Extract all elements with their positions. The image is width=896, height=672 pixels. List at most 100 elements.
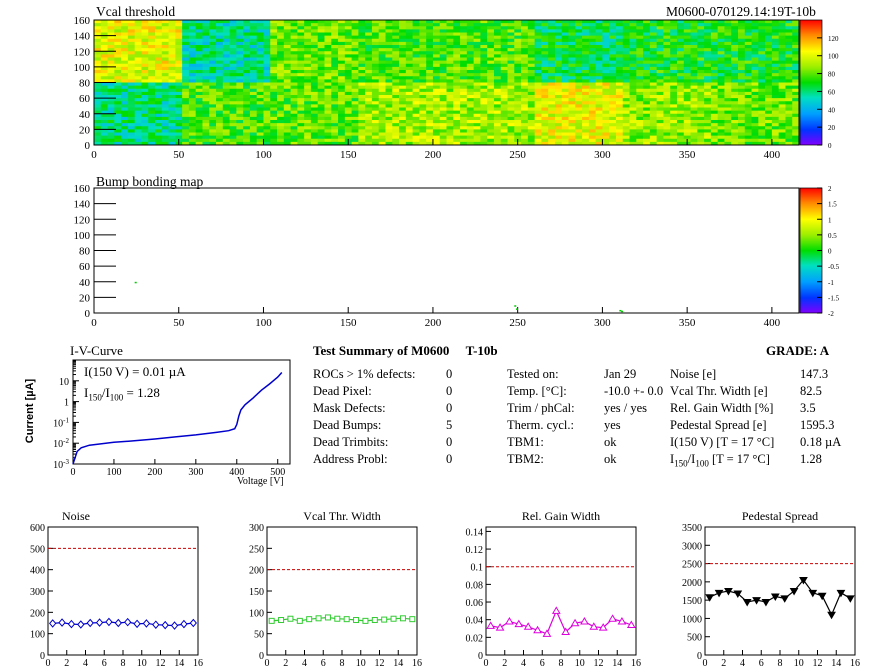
vcal-threshold-cell xyxy=(209,110,217,115)
vcal-threshold-cell xyxy=(602,35,610,40)
vcal-threshold-cell xyxy=(710,23,719,27)
vcal-threshold-cell xyxy=(121,85,129,90)
vcal-threshold-cell xyxy=(188,48,197,52)
vcal-threshold-cell xyxy=(222,20,230,24)
vcal-threshold-cell xyxy=(439,60,447,65)
vcal-threshold-cell xyxy=(263,38,271,43)
vcal-threshold-cell xyxy=(236,132,244,137)
vcal-threshold-cell xyxy=(487,91,495,96)
vcal-threshold-cell xyxy=(737,120,746,124)
summary-condition-label: Tested on: xyxy=(507,367,559,381)
vcal-threshold-cell xyxy=(663,29,671,33)
vcal-threshold-cell xyxy=(222,82,230,87)
vcal-threshold-cell xyxy=(405,138,414,143)
vcal-threshold-x-tick-label: 200 xyxy=(425,149,442,161)
vcal-threshold-cell xyxy=(751,60,759,65)
vcal-threshold-cell xyxy=(588,48,597,52)
vcal-threshold-cell xyxy=(629,76,637,80)
vcal-threshold-cell xyxy=(595,51,603,55)
vcal-threshold-cell xyxy=(277,91,285,96)
vcal-threshold-cell xyxy=(737,70,746,74)
summary-condition-label: Temp. [°C]: xyxy=(507,384,567,398)
vcal-threshold-cell xyxy=(466,135,475,140)
vcal-threshold-cell xyxy=(141,132,149,137)
vcal-threshold-cell xyxy=(256,26,264,30)
vcal-threshold-cell xyxy=(256,76,264,80)
vcal-threshold-cell xyxy=(365,35,373,40)
vcal-threshold-cell xyxy=(778,82,786,87)
vcal-threshold-cell xyxy=(446,63,454,68)
vcal-threshold-cell xyxy=(548,76,556,80)
vcal-threshold-cell xyxy=(317,82,325,87)
vcal-threshold-cell xyxy=(792,116,800,121)
vcal-threshold-cell xyxy=(304,45,312,49)
vcal-threshold-cell xyxy=(758,79,766,83)
vcal-threshold-cell xyxy=(500,63,508,68)
vcal-threshold-cell xyxy=(588,113,597,118)
vcal-threshold-cell xyxy=(378,129,386,133)
vcal-threshold-cell xyxy=(460,70,468,74)
vcal-threshold-cell xyxy=(785,116,793,121)
vcal-threshold-cell xyxy=(588,73,597,77)
vcal-threshold-cell xyxy=(371,129,380,133)
vcal-threshold-cell xyxy=(710,126,719,130)
noise-frame xyxy=(47,526,199,656)
vcal-threshold-cell xyxy=(480,66,488,71)
vcal-threshold-cell xyxy=(771,63,780,68)
vcal-threshold-cell xyxy=(310,66,319,71)
vcal-threshold-cell xyxy=(534,76,542,80)
vcal-threshold-cell xyxy=(331,82,339,87)
vcal-threshold-cell xyxy=(731,110,739,115)
vcal-threshold-cell xyxy=(216,120,224,124)
vcal-threshold-cell xyxy=(792,57,800,62)
vcal-threshold-cell xyxy=(731,32,739,37)
vcal-threshold-cell xyxy=(148,104,156,108)
vcal-threshold-cell xyxy=(676,138,685,143)
vcal-threshold-cell xyxy=(500,26,508,30)
vcal-threshold-cell xyxy=(629,82,637,87)
vcal-threshold-cell xyxy=(622,132,630,137)
vcal-threshold-cell xyxy=(229,101,237,105)
vcal-threshold-cell xyxy=(175,82,183,87)
vcal-threshold-cell xyxy=(439,104,447,108)
vcal-threshold-cell xyxy=(331,88,339,93)
vcal-threshold-cell xyxy=(432,76,441,80)
vcal-threshold-cell xyxy=(107,107,115,112)
vcal-threshold-cell xyxy=(426,51,434,55)
vcal-threshold-cell xyxy=(744,20,752,24)
vcal-threshold-cell xyxy=(426,101,434,105)
vcal-threshold-cell xyxy=(771,45,780,49)
vcal-threshold-cell xyxy=(365,51,373,55)
vcal-threshold-cell xyxy=(744,85,752,90)
vcal-threshold-cell xyxy=(683,63,691,68)
vcal-threshold-cell xyxy=(697,45,705,49)
vcal-threshold-cell xyxy=(297,29,305,33)
vcal-threshold-cell xyxy=(792,66,800,71)
vcal-threshold-cell xyxy=(446,126,454,130)
vcal-threshold-cell xyxy=(697,38,705,43)
vcal-threshold-cell xyxy=(554,101,563,105)
vcal-threshold-cell xyxy=(778,141,786,146)
vcal-threshold-cell xyxy=(731,107,739,112)
vcal-threshold-cell xyxy=(358,66,366,71)
vcal-threshold-cell xyxy=(263,23,271,27)
vcal-threshold-cell xyxy=(195,29,203,33)
vcal-threshold-cell xyxy=(351,41,359,46)
vcal-threshold-cell xyxy=(182,135,190,140)
vcal-threshold-cell xyxy=(141,29,149,33)
vcal-threshold-cell xyxy=(263,91,271,96)
vcal-threshold-cell xyxy=(202,41,210,46)
vcal-threshold-cell xyxy=(358,120,366,124)
vcal-threshold-cell xyxy=(453,54,461,58)
vcal-threshold-cell xyxy=(649,26,658,30)
vcal-threshold-cell xyxy=(622,23,630,27)
vcal-threshold-cell xyxy=(731,138,739,143)
vcal-threshold-cell xyxy=(649,101,658,105)
vcal-threshold-cell xyxy=(676,35,685,40)
vcal-threshold-cell xyxy=(134,60,142,65)
vcal-threshold-cell xyxy=(392,110,400,115)
vcal-threshold-cell xyxy=(554,116,563,121)
vcal-threshold-cell xyxy=(100,20,108,24)
vcal-threshold-cell xyxy=(439,54,447,58)
vcal-threshold-cell xyxy=(636,129,644,133)
